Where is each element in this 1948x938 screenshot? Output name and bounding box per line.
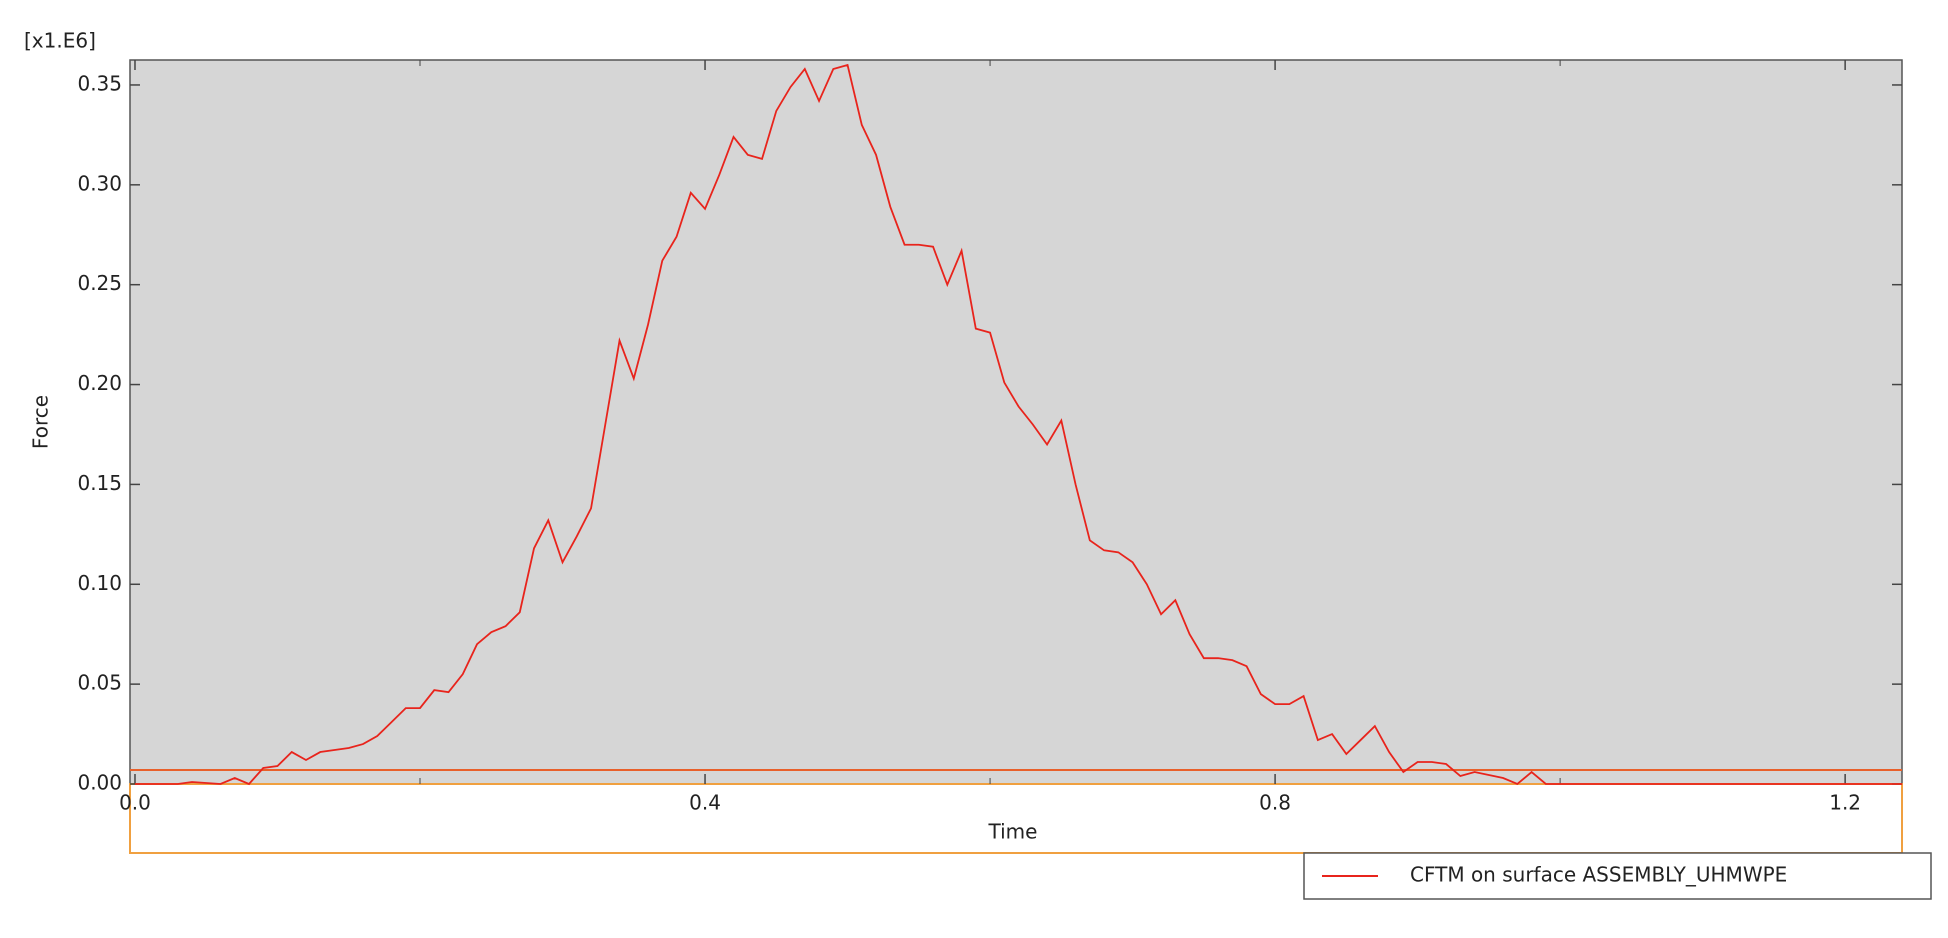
x-tick-label: 1.2 (1829, 791, 1861, 815)
y-unit: [x1.E6] (24, 29, 96, 53)
y-tick-label: 0.35 (77, 71, 122, 95)
legend (1303, 852, 1932, 900)
plot-area (129, 59, 1903, 785)
selection-box (129, 783, 1903, 854)
y-tick-label: 0.15 (77, 471, 122, 495)
legend-label: CFTM on surface ASSEMBLY_UHMWPE (1410, 863, 1787, 887)
y-tick-label: 0.25 (77, 271, 122, 295)
y-tick-label: 0.30 (77, 171, 122, 195)
y-tick-label: 0.20 (77, 371, 122, 395)
x-axis-label: Time (988, 820, 1038, 844)
y-tick-label: 0.05 (77, 671, 122, 695)
y-axis-label: Force (29, 395, 53, 449)
series-line (134, 63, 1903, 786)
x-tick-label: 0.8 (1259, 791, 1291, 815)
x-tick-label: 0.4 (689, 791, 721, 815)
x-tick-label: 0.0 (119, 791, 151, 815)
y-tick-label: 0.10 (77, 571, 122, 595)
y-tick-label: 0.00 (77, 771, 122, 795)
